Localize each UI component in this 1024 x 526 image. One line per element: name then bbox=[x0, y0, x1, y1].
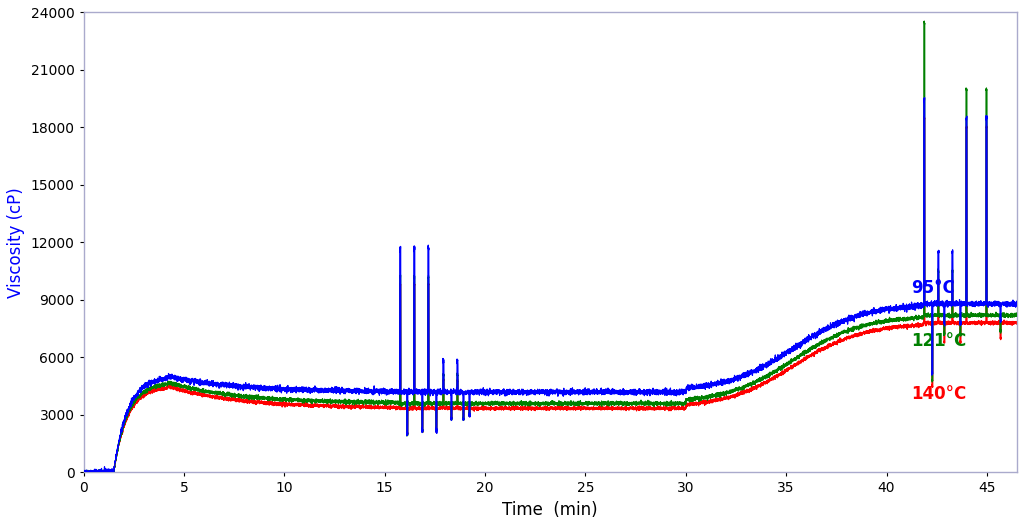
X-axis label: Time  (min): Time (min) bbox=[503, 501, 598, 519]
Text: 140°C: 140°C bbox=[911, 385, 967, 403]
Y-axis label: Viscosity (cP): Viscosity (cP) bbox=[7, 187, 25, 298]
Text: 121°C: 121°C bbox=[911, 332, 967, 350]
Text: 95°C: 95°C bbox=[911, 279, 955, 298]
